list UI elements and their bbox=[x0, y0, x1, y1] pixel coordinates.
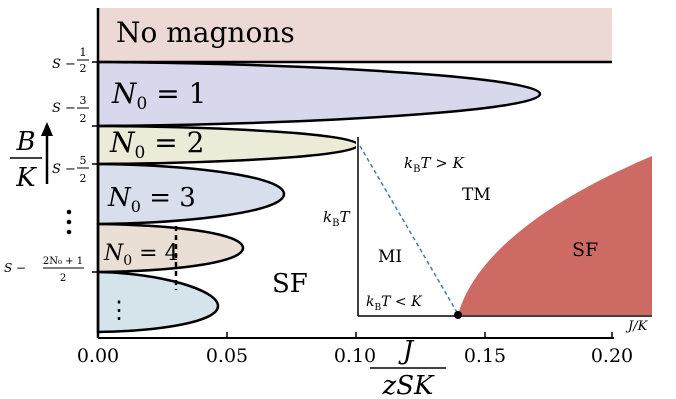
x-tick-label-1: 0.05 bbox=[206, 345, 248, 367]
lobe-n0-5 bbox=[96, 270, 220, 334]
inset-y-label: kBT bbox=[323, 208, 350, 229]
main-sf-label: SF bbox=[272, 269, 308, 299]
svg-text:2N₀ + 1: 2N₀ + 1 bbox=[43, 256, 83, 267]
x-tick-label-0: 0.00 bbox=[77, 345, 119, 367]
x-tick-label-3: 0.15 bbox=[464, 345, 506, 367]
svg-text:5: 5 bbox=[80, 154, 87, 167]
inset-lower-text: kBT < K bbox=[366, 294, 423, 313]
svg-text:B: B bbox=[15, 127, 35, 157]
lobe-n0-1 bbox=[96, 60, 542, 128]
svg-text:S −: S − bbox=[52, 101, 76, 116]
y-tick-4: S − 2N₀ + 1 2 bbox=[4, 256, 98, 284]
lobe-label-5: ⋮ bbox=[107, 296, 131, 324]
lobe-label-2: N0 = 2 bbox=[109, 126, 204, 163]
x-axis-label: J zSK bbox=[370, 336, 446, 399]
y-axis-label: B K bbox=[10, 127, 42, 193]
svg-text:3: 3 bbox=[80, 94, 87, 107]
svg-text:2: 2 bbox=[80, 112, 87, 125]
x-tick-label-4: 0.20 bbox=[591, 345, 633, 367]
inset-tm-label: TM bbox=[462, 185, 491, 205]
svg-text:2: 2 bbox=[80, 172, 87, 185]
svg-text:J: J bbox=[398, 336, 415, 366]
no-magnons-region bbox=[98, 8, 612, 62]
lobe-n0-3 bbox=[96, 162, 286, 226]
inset-sf-label: SF bbox=[572, 239, 598, 261]
svg-text:K: K bbox=[15, 163, 37, 193]
svg-text:2: 2 bbox=[80, 62, 87, 75]
y-ellipsis-dots bbox=[66, 209, 72, 235]
svg-text:S −: S − bbox=[52, 162, 76, 177]
svg-text:1: 1 bbox=[80, 46, 87, 59]
y-tick-1: S − 1 2 bbox=[52, 46, 98, 75]
svg-text:zSK: zSK bbox=[382, 371, 436, 399]
lobe-label-4: N0 = 4 bbox=[103, 241, 179, 269]
inset-critical-point bbox=[454, 311, 462, 319]
no-magnons-label: No magnons bbox=[116, 16, 295, 49]
inset-x-label: J/K bbox=[625, 319, 649, 334]
y-axis-up-arrow-icon bbox=[41, 122, 53, 184]
x-ticks bbox=[97, 332, 613, 338]
y-tick-3: S − 5 2 bbox=[52, 154, 98, 185]
y-tick-2: S − 3 2 bbox=[52, 94, 98, 127]
inset-mi-label: MI bbox=[378, 247, 402, 267]
svg-text:S −: S − bbox=[4, 261, 26, 275]
svg-text:S −: S − bbox=[52, 57, 76, 72]
lobe-label-3: N0 = 3 bbox=[107, 183, 196, 216]
x-tick-label-2: 0.10 bbox=[334, 345, 376, 367]
inset-sf-region bbox=[458, 156, 652, 315]
svg-text:2: 2 bbox=[60, 273, 66, 284]
lobe-n0-4 bbox=[96, 222, 245, 274]
inset-dashed-boundary bbox=[359, 145, 459, 315]
inset-upper-text: kBT > K bbox=[404, 154, 465, 175]
lobe-label-1: N0 = 1 bbox=[111, 77, 206, 114]
